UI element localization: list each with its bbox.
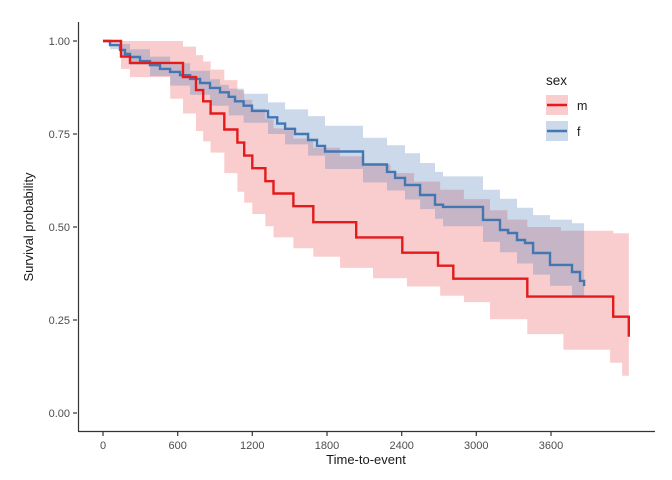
x-tick-label: 1800 xyxy=(315,440,339,452)
y-tick-label: 0.00 xyxy=(49,408,70,420)
x-tick-label: 3600 xyxy=(539,440,563,452)
axes-layer: 0 600 1200 1800 2400 3000 3600 0.00 0.25 0.50 0.75… xyxy=(49,22,655,452)
x-tick-label: 3000 xyxy=(464,440,488,452)
y-tick-label: 1.00 xyxy=(49,36,70,48)
legend-title: sex xyxy=(546,73,567,88)
y-tick-label: 0.50 xyxy=(49,222,70,234)
legend-key-m xyxy=(546,95,568,115)
y-axis-title: Survival probability xyxy=(21,172,36,282)
ci-band-m xyxy=(103,41,629,376)
x-axis-title: Time-to-event xyxy=(326,452,406,467)
y-tick-label: 0.75 xyxy=(49,129,70,141)
survival-curves-layer xyxy=(103,39,630,337)
x-tick-label: 1200 xyxy=(240,440,264,452)
legend-label-m: m xyxy=(577,99,587,113)
x-tick-label: 2400 xyxy=(389,440,413,452)
legend: sex m f xyxy=(546,73,587,141)
survival-curve-m xyxy=(103,39,630,337)
confidence-bands-layer xyxy=(103,41,629,376)
x-tick-label: 0 xyxy=(100,440,106,452)
x-tick-label: 600 xyxy=(169,440,187,452)
survival-curve-f xyxy=(103,39,586,287)
legend-key-f xyxy=(546,121,568,141)
ci-band-f xyxy=(103,41,585,309)
y-tick-label: 0.25 xyxy=(49,315,70,327)
legend-label-f: f xyxy=(577,125,581,139)
